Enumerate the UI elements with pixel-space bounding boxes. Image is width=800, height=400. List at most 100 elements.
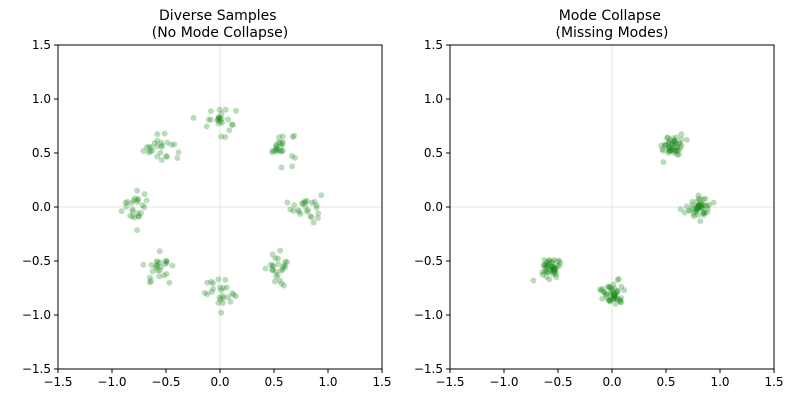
scatter-point xyxy=(611,296,618,303)
x-tick-label: 0.5 xyxy=(264,375,283,389)
scatter-point xyxy=(700,196,707,203)
scatter-point xyxy=(299,200,306,207)
scatter-point xyxy=(667,142,674,149)
scatter-point xyxy=(215,299,222,306)
scatter-point xyxy=(309,199,316,206)
scatter-point xyxy=(548,264,555,271)
scatter-point xyxy=(659,146,666,153)
scatter-point xyxy=(552,267,559,274)
scatter-point xyxy=(607,291,614,298)
scatter-point xyxy=(207,108,214,115)
scatter-point xyxy=(674,144,681,151)
scatter-point xyxy=(161,130,168,137)
scatter-point xyxy=(694,205,701,212)
y-tick-label: −1.0 xyxy=(414,308,443,322)
scatter-point xyxy=(603,291,610,298)
scatter-point xyxy=(614,288,621,295)
scatter-point xyxy=(611,293,618,300)
scatter-point xyxy=(215,115,222,122)
scatter-point xyxy=(666,139,673,146)
scatter-point xyxy=(148,262,155,268)
scatter-point xyxy=(273,143,280,150)
scatter-point xyxy=(201,289,208,296)
scatter-point xyxy=(216,284,223,291)
scatter-point xyxy=(545,257,552,264)
scatter-point xyxy=(702,195,709,202)
scatter-point xyxy=(148,278,155,285)
scatter-point xyxy=(278,280,285,287)
scatter-point xyxy=(152,264,159,271)
scatter-point xyxy=(134,196,141,203)
scatter-point xyxy=(223,284,230,291)
x-tick-label: 0.0 xyxy=(210,375,229,389)
scatter-point xyxy=(607,296,614,303)
scatter-point xyxy=(297,211,304,217)
scatter-point xyxy=(539,269,546,276)
scatter-point xyxy=(607,284,614,291)
scatter-point xyxy=(216,294,223,301)
chart-title: Mode Collapse (Missing Modes) xyxy=(555,8,668,41)
scatter-point xyxy=(614,288,621,295)
scatter-point xyxy=(280,263,287,270)
scatter-point xyxy=(267,261,274,268)
scatter-point xyxy=(313,204,320,211)
scatter-point xyxy=(158,139,165,146)
scatter-point xyxy=(664,134,671,141)
scatter-point xyxy=(669,141,676,148)
scatter-point xyxy=(269,149,276,156)
scatter-point xyxy=(603,293,610,300)
scatter-point xyxy=(602,291,609,298)
scatter-point xyxy=(672,147,679,154)
scatter-point xyxy=(307,213,314,219)
scatter-point xyxy=(122,199,129,206)
scatter-point xyxy=(277,148,284,155)
x-tick-label: 1.0 xyxy=(710,375,729,389)
scatter-point xyxy=(218,115,225,122)
scatter-point xyxy=(697,204,704,211)
scatter-point xyxy=(530,277,537,284)
scatter-point xyxy=(154,143,161,150)
scatter-point xyxy=(552,269,559,276)
scatter-point xyxy=(158,142,165,149)
scatter-point xyxy=(666,148,673,155)
scatter-point xyxy=(696,201,703,208)
scatter-point xyxy=(689,205,696,212)
scatter-point xyxy=(691,208,698,215)
scatter-point xyxy=(606,283,613,290)
scatter-point xyxy=(215,120,222,127)
scatter-point xyxy=(272,268,279,275)
scatter-point xyxy=(683,203,690,210)
scatter-point xyxy=(543,273,550,280)
scatter-point xyxy=(291,132,298,139)
scatter-point xyxy=(697,202,704,209)
scatter-point xyxy=(551,266,558,273)
scatter-point xyxy=(220,284,227,291)
scatter-point xyxy=(683,136,690,143)
scatter-point xyxy=(215,116,222,123)
scatter-point xyxy=(658,142,665,149)
scatter-point xyxy=(204,291,211,298)
scatter-point xyxy=(546,260,553,267)
scatter-point xyxy=(129,213,136,220)
scatter-point xyxy=(157,149,164,156)
scatter-point xyxy=(158,157,165,164)
scatter-point xyxy=(699,205,706,212)
scatter-point xyxy=(698,203,705,210)
scatter-point xyxy=(667,147,674,154)
y-tick-label: 0.0 xyxy=(32,200,51,214)
scatter-point xyxy=(215,113,222,120)
scatter-point xyxy=(693,198,700,205)
scatter-point xyxy=(275,261,282,268)
scatter-point xyxy=(216,106,223,113)
scatter-point xyxy=(612,292,619,299)
scatter-point xyxy=(154,137,161,144)
scatter-point xyxy=(607,298,614,305)
scatter-point xyxy=(541,257,548,264)
y-tick-label: −0.5 xyxy=(414,254,443,268)
scatter-point xyxy=(217,296,224,303)
scatter-point xyxy=(695,192,702,199)
scatter-point xyxy=(693,206,700,213)
scatter-point xyxy=(232,293,239,300)
scatter-point xyxy=(611,285,618,292)
scatter-point xyxy=(670,147,677,154)
